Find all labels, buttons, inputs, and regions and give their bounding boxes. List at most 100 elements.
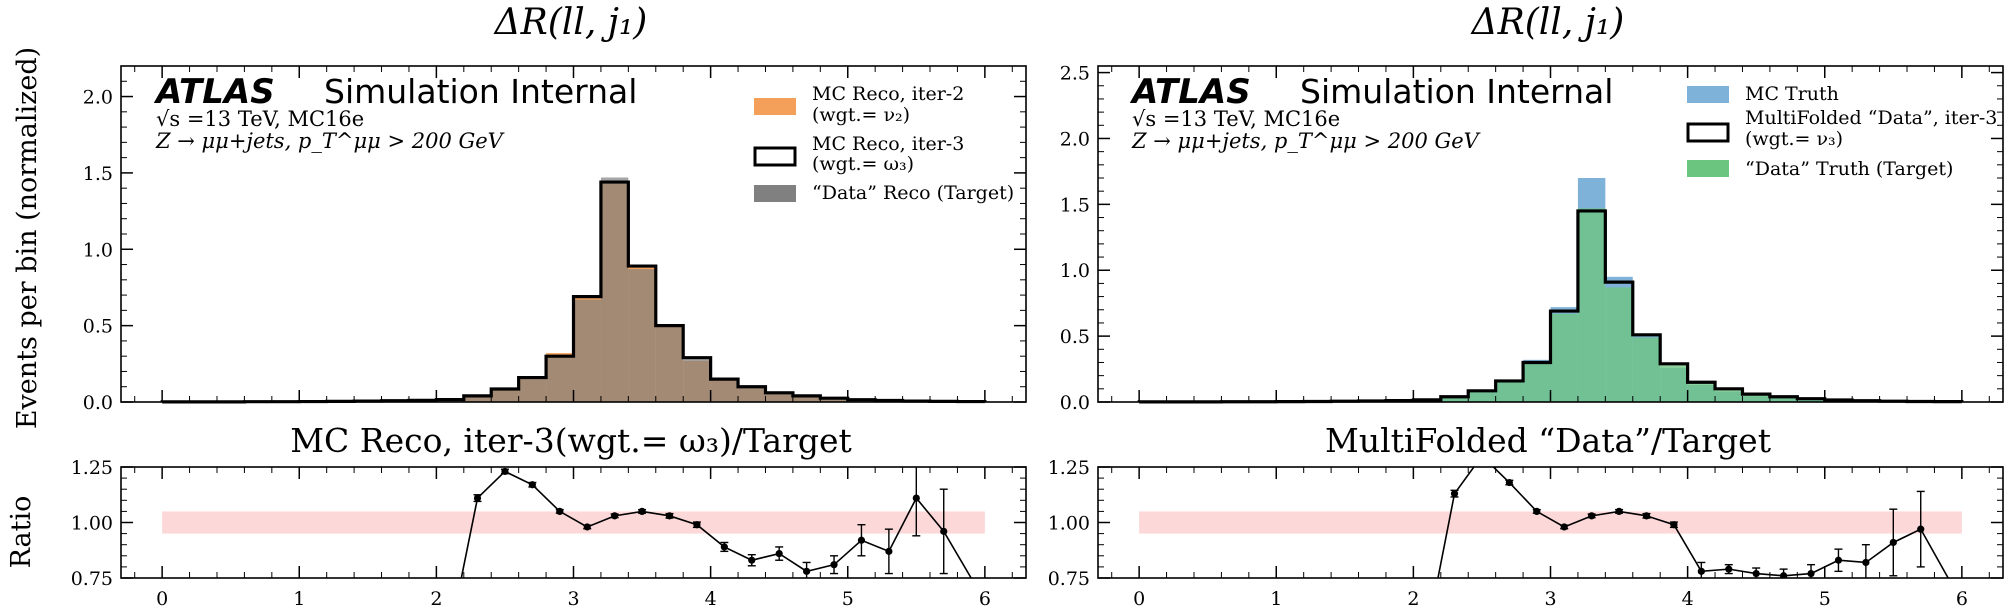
hist-bar-series-2 — [655, 327, 684, 402]
main-y-tick-label: 0.0 — [1060, 392, 1090, 414]
legend-swatch-multifolded — [1686, 122, 1730, 143]
ratio-x-tick-label: 4 — [1682, 588, 1694, 610]
legend-swatch-data-reco-target — [754, 185, 796, 202]
ratio-point — [1752, 569, 1760, 578]
atlas-label-right: ATLAS — [1129, 72, 1251, 112]
ratio-content — [1139, 467, 1962, 578]
main-y-tick-label: 0.5 — [1060, 326, 1090, 348]
hist-bar-series-2 — [573, 299, 601, 402]
legend-swatch-mc-truth — [1687, 86, 1729, 103]
ratio-point — [693, 521, 701, 529]
main-y-tick-label: 1.5 — [83, 163, 113, 185]
plot-frame — [1097, 65, 2004, 403]
ratio-point — [830, 561, 838, 569]
hist-bar-series-2 — [1577, 208, 1606, 402]
ratio-point — [528, 481, 536, 489]
hist-bar-series-2 — [518, 376, 547, 402]
ratio-point — [857, 536, 866, 544]
legend-label-mc-reco-iter3: MC Reco, iter-3 — [812, 133, 964, 155]
hist-bar-series-2 — [683, 359, 711, 402]
atlas-sub-label-right: Simulation Internal — [1300, 72, 1613, 111]
main-y-tick-label: 2.5 — [1060, 63, 1090, 85]
ratio-line — [1437, 467, 1949, 578]
hist-bar-series-2 — [491, 390, 519, 402]
ratio-point — [583, 523, 591, 531]
hist-bar-series-2 — [738, 386, 766, 402]
ratio-x-tick-label: 4 — [705, 588, 717, 610]
ratio-x-tick-label: 3 — [1544, 588, 1556, 610]
legend-sublabel-multifolded: (wgt.= ν₃) — [1745, 128, 1843, 150]
ratio-x-tick-label: 0 — [1133, 588, 1145, 610]
hist-bar-series-2 — [600, 177, 629, 402]
ratio-x-tick-label: 0 — [156, 588, 168, 610]
ratio-point — [1780, 572, 1788, 578]
energy-info-right: √s =13 TeV, MC16e — [1132, 107, 1340, 131]
legend-left: MC Reco, iter-2 (wgt.= ν₂) MC Reco, iter… — [753, 83, 1014, 204]
legend-label-data-truth-target: “Data” Truth (Target) — [1745, 158, 1953, 180]
main-y-tick-label: 2.0 — [83, 87, 113, 109]
ratio-point — [1533, 507, 1541, 515]
hist-bar-series-2 — [792, 395, 821, 402]
hist-bar-series-2 — [1742, 392, 1770, 402]
ratio-point — [775, 549, 783, 558]
plot-frame — [1097, 466, 2004, 579]
process-info-right: Z → μμ+jets, p_T^μμ > 200 GeV — [1131, 129, 1481, 153]
ratio-point — [1725, 565, 1733, 573]
ratio-point — [1615, 507, 1623, 515]
ratio-x-tick-label: 1 — [1270, 588, 1282, 610]
ratio-x-tick-label: 5 — [842, 588, 854, 610]
ratio-point — [940, 527, 948, 535]
ratio-point — [611, 512, 619, 520]
legend-swatch-mc-reco-iter3 — [753, 146, 797, 167]
ratio-x-tick-label: 2 — [430, 588, 442, 610]
ratio-point — [1560, 523, 1568, 531]
hist-bar-series-2 — [463, 396, 492, 402]
ratio-point — [1807, 569, 1815, 578]
ratio-y-tick-label: 1.00 — [1048, 513, 1090, 535]
main-y-tick-label: 1.0 — [1060, 260, 1090, 282]
hist-bar-series-2 — [1715, 388, 1743, 402]
hist-bar-series-2 — [1495, 379, 1524, 402]
ratio-point — [912, 494, 920, 502]
main-plot-right: 0.0 0.5 1.0 1.5 2.0 2.5 — [1060, 63, 2004, 414]
ratio-y-tick-label: 0.75 — [1048, 568, 1090, 590]
main-y-tick-label: 1.5 — [1060, 194, 1090, 216]
legend-swatch-mc-reco-iter2 — [754, 98, 796, 115]
hist-bar-series-2 — [710, 379, 739, 402]
energy-info-left: √s =13 TeV, MC16e — [156, 107, 364, 131]
ratio-point — [1450, 490, 1459, 498]
atlas-label-left: ATLAS — [153, 72, 275, 112]
hist-bar-series-2 — [765, 391, 793, 402]
ratio-point — [1917, 525, 1925, 533]
ratio-x-tick-label: 3 — [567, 588, 579, 610]
main-y-tick-label: 0.0 — [83, 392, 113, 414]
ratio-x-tick-label: 6 — [1956, 588, 1968, 610]
hist-bar-series-2 — [1660, 365, 1688, 402]
hist-bar-series-2 — [1523, 362, 1551, 402]
ratio-x-tick-label: 6 — [979, 588, 991, 610]
hist-bar-series-2 — [1550, 313, 1578, 402]
main-y-tick-label: 0.5 — [83, 316, 113, 338]
main-plot-left: 0.0 0.5 1.0 1.5 2.0 — [83, 65, 1027, 414]
ratio-point — [1588, 512, 1596, 520]
ratio-point — [1862, 558, 1870, 567]
ratio-line — [460, 470, 972, 578]
legend-swatch-data-truth-target — [1687, 160, 1729, 177]
atlas-sub-label-left: Simulation Internal — [324, 72, 637, 111]
ratio-point — [473, 494, 482, 502]
ratio-point — [720, 543, 728, 551]
ratio-plot-right: 0 1 2 3 4 5 6 0.75 1.00 1.25 — [1048, 457, 2004, 610]
hist-bar-series-2 — [1605, 287, 1633, 402]
ratio-point — [885, 547, 893, 555]
ratio-point — [665, 512, 674, 520]
legend-sublabel-mc-reco-iter2: (wgt.= ν₂) — [812, 104, 910, 126]
plot-frame — [120, 65, 1027, 403]
ratio-point — [556, 507, 564, 515]
hist-bar-series-2 — [1687, 382, 1716, 402]
legend-label-multifolded: MultiFolded “Data”, iter-3 — [1745, 107, 1997, 129]
legend-sublabel-mc-reco-iter3: (wgt.= ω₃) — [812, 153, 914, 175]
uncertainty-band — [162, 511, 985, 534]
main-y-tick-label: 2.0 — [1060, 128, 1090, 150]
main-y-tick-label: 1.0 — [83, 239, 113, 261]
ratio-point — [638, 507, 646, 515]
